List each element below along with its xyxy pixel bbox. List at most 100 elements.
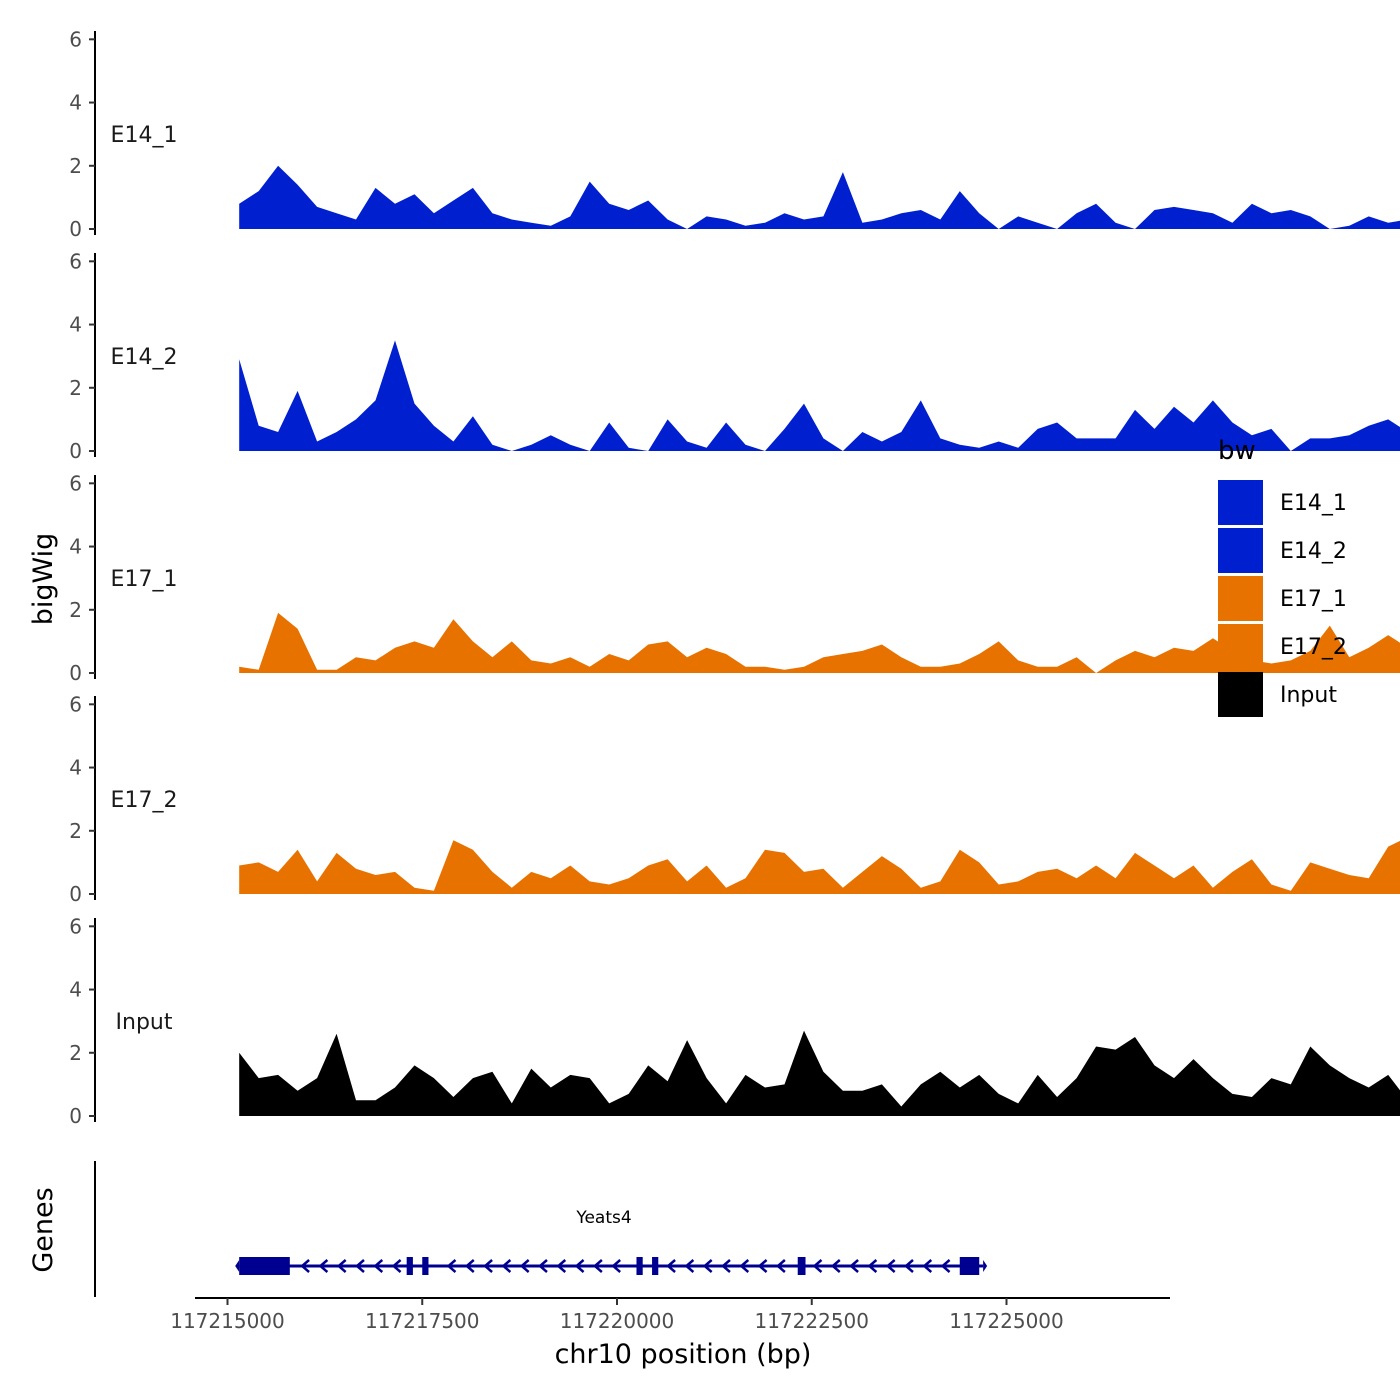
- y-tick-label: 6: [69, 249, 82, 273]
- x-tick-label: 117222500: [754, 1309, 869, 1333]
- strand-arrow: [538, 1259, 548, 1273]
- strand-arrow: [446, 1259, 457, 1273]
- track-label-e14-1: E14_1: [111, 123, 178, 148]
- area-e17-1: [239, 612, 1400, 673]
- y-tick-label: 0: [69, 661, 82, 685]
- y-tick-label: 2: [69, 598, 82, 622]
- strand-arrow: [684, 1259, 695, 1273]
- strand-arrow: [904, 1259, 914, 1273]
- strand-arrow: [702, 1259, 713, 1273]
- y-tick-label: 4: [69, 313, 82, 337]
- track-e14-1: 0 2 4 6 E14_1: [69, 27, 1400, 241]
- y-tick-label: 4: [69, 91, 82, 115]
- strand-arrow: [922, 1259, 933, 1273]
- gene-exon: [797, 1257, 806, 1275]
- strand-arrow: [940, 1259, 951, 1273]
- gene-exon: [636, 1257, 643, 1275]
- legend-label-e17-2: E17_2: [1280, 635, 1347, 660]
- y-tick-label: 0: [69, 439, 82, 463]
- area-input: [239, 1030, 1400, 1116]
- area-e14-1: [239, 165, 1400, 229]
- legend-label-e14-2: E14_2: [1280, 539, 1347, 564]
- y-tick-label: 2: [69, 819, 82, 843]
- gene-exon: [406, 1257, 413, 1275]
- track-e14-2: 0 2 4 6 E14_2: [69, 249, 1400, 463]
- y-tick-label: 4: [69, 756, 82, 780]
- strand-arrow: [501, 1259, 512, 1273]
- track-e17-1: 0 2 4 6 E17_1: [69, 471, 1400, 685]
- gene-start-cap: [235, 1260, 240, 1272]
- legend-label-input: Input: [1280, 683, 1337, 708]
- x-tick-label: 117217500: [365, 1309, 480, 1333]
- strand-arrow: [757, 1259, 768, 1273]
- gene-exon: [652, 1257, 659, 1275]
- strand-arrow: [318, 1259, 329, 1273]
- y-tick-label: 6: [69, 471, 82, 495]
- strand-arrow: [611, 1259, 621, 1273]
- strand-arrow: [483, 1259, 493, 1273]
- strand-arrow: [721, 1259, 731, 1273]
- x-tick-label: 117220000: [560, 1309, 675, 1333]
- track-input: 0 2 4 6 Input: [69, 914, 1400, 1128]
- strand-arrow: [739, 1259, 750, 1273]
- y-tick-label: 6: [69, 692, 82, 716]
- strand-arrow: [336, 1259, 347, 1273]
- strand-arrow: [519, 1259, 530, 1273]
- gene-name: Yeats4: [575, 1208, 631, 1228]
- y-tick-label: 2: [69, 154, 82, 178]
- gene-exon: [422, 1257, 429, 1275]
- track-label-e17-2: E17_2: [111, 788, 178, 813]
- x-tick-label: 117215000: [170, 1309, 285, 1333]
- legend-key-input: [1218, 672, 1263, 717]
- legend-key-e14-1: [1218, 480, 1263, 525]
- strand-arrow: [592, 1259, 603, 1273]
- legend-title: bw: [1218, 436, 1256, 466]
- gene-exon: [959, 1257, 980, 1275]
- y-tick-label: 4: [69, 978, 82, 1002]
- y-tick-label: 6: [69, 27, 82, 51]
- strand-arrow: [885, 1259, 896, 1273]
- strand-arrow: [464, 1259, 475, 1273]
- legend-key-e17-2: [1218, 624, 1263, 669]
- strand-arrow: [666, 1259, 676, 1273]
- legend-key-e14-2: [1218, 528, 1263, 573]
- legend-label-e17-1: E17_1: [1280, 587, 1347, 612]
- y-tick-label: 2: [69, 1041, 82, 1065]
- y-tick-label: 0: [69, 882, 82, 906]
- strand-arrow: [830, 1259, 841, 1273]
- genes-axis-title: Genes: [28, 1187, 59, 1272]
- strand-arrow: [300, 1259, 310, 1273]
- strand-arrow: [849, 1259, 859, 1273]
- track-e17-2: 0 2 4 6 E17_2: [69, 692, 1400, 906]
- track-label-e14-2: E14_2: [111, 345, 178, 370]
- area-e17-2: [239, 840, 1400, 894]
- gene-end-cap: [983, 1260, 988, 1272]
- track-label-input: Input: [116, 1010, 173, 1035]
- y-axis-title: bigWig: [28, 533, 59, 626]
- strand-arrow: [391, 1259, 402, 1273]
- strand-arrow: [775, 1259, 786, 1273]
- gene-panel: Yeats4: [94, 1161, 988, 1297]
- gene-exon: [239, 1257, 290, 1275]
- legend: bw E14_1 E14_2 E17_1 E17_2 Input: [1218, 436, 1347, 717]
- strand-arrow: [812, 1259, 823, 1273]
- strand-arrow: [556, 1259, 567, 1273]
- strand-arrow: [574, 1259, 585, 1273]
- x-tick-label: 117225000: [949, 1309, 1064, 1333]
- area-e14-2: [239, 340, 1400, 451]
- y-tick-label: 6: [69, 914, 82, 938]
- strand-arrow: [373, 1259, 384, 1273]
- track-panels: 0 2 4 6 E14_1 0 2 4 6 E14_2 0 2 4 6 E17_1 0 2 4 6 E17_2 0 2 4 6…: [69, 27, 1400, 1128]
- y-tick-label: 0: [69, 1104, 82, 1128]
- y-tick-label: 0: [69, 217, 82, 241]
- legend-label-e14-1: E14_1: [1280, 491, 1347, 516]
- y-tick-label: 2: [69, 376, 82, 400]
- x-axis: 117215000 117217500 117220000 117222500 1172…: [170, 1297, 1170, 1333]
- strand-arrow: [867, 1259, 878, 1273]
- legend-key-e17-1: [1218, 576, 1263, 621]
- track-label-e17-1: E17_1: [111, 567, 178, 592]
- x-axis-title: chr10 position (bp): [555, 1339, 812, 1370]
- y-tick-label: 4: [69, 535, 82, 559]
- strand-arrow: [355, 1259, 365, 1273]
